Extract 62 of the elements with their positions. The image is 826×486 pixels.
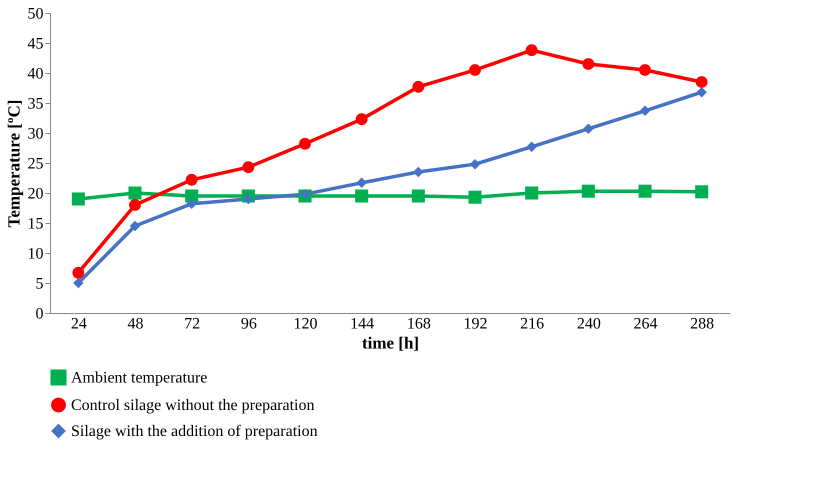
x-tick-label: 168 <box>406 316 431 332</box>
y-tick-label: 35 <box>28 96 44 112</box>
point <box>356 178 367 188</box>
y-tick-label: 20 <box>28 186 44 202</box>
y-tick-label: 30 <box>28 126 44 142</box>
point <box>470 158 480 170</box>
point <box>639 64 651 76</box>
point <box>300 188 310 200</box>
y-tick-label: 50 <box>28 6 44 22</box>
legend-label: Ambient temperature <box>71 370 208 386</box>
legend-label: Silage with the addition of preparation <box>71 423 318 440</box>
y-tick-label: 15 <box>28 216 44 232</box>
x-tick-label: 24 <box>70 316 87 332</box>
point <box>128 186 142 200</box>
point <box>355 189 368 203</box>
y-tick-label: 10 <box>28 246 44 262</box>
x-tick-label: 288 <box>690 316 714 332</box>
point <box>526 44 538 56</box>
point <box>583 124 594 134</box>
point <box>243 194 254 204</box>
point <box>185 189 198 203</box>
point <box>73 278 84 288</box>
point <box>72 266 84 279</box>
x-tick-label: 264 <box>634 316 658 332</box>
point <box>696 86 707 98</box>
x-tick-label: 240 <box>576 316 601 332</box>
point <box>525 186 538 200</box>
point <box>186 174 198 186</box>
y-tick-label: 45 <box>28 36 44 52</box>
y-tick-label: 40 <box>28 66 44 82</box>
x-tick-label: 144 <box>350 316 374 332</box>
x-axis-title: time [h] <box>362 334 420 352</box>
point <box>640 106 650 116</box>
point <box>526 142 537 152</box>
point <box>582 184 595 198</box>
point <box>356 113 368 126</box>
point <box>469 64 481 76</box>
point <box>412 80 424 93</box>
point <box>638 184 652 198</box>
x-tick-label: 192 <box>464 316 488 332</box>
y-tick-label: 25 <box>28 156 44 172</box>
x-tick-label: 96 <box>240 316 257 332</box>
x-tick-label: 48 <box>128 316 144 332</box>
point <box>695 185 708 198</box>
point <box>412 189 425 203</box>
x-tick-label: 216 <box>520 316 544 332</box>
point <box>468 190 482 204</box>
x-tick-label: 120 <box>294 316 318 332</box>
point <box>129 199 141 211</box>
legend-label: Control silage without the preparation <box>71 397 314 414</box>
point <box>299 138 311 150</box>
point <box>413 166 424 178</box>
point <box>242 161 254 174</box>
point <box>696 76 708 88</box>
point <box>130 220 140 232</box>
point <box>72 192 85 206</box>
point <box>582 58 594 70</box>
y-tick-label: 0 <box>36 306 44 322</box>
x-tick-label: 72 <box>184 316 200 332</box>
y-tick-label: 5 <box>36 276 44 292</box>
point <box>186 198 197 210</box>
y-axis-title: Temperature [ºC] <box>4 100 24 228</box>
